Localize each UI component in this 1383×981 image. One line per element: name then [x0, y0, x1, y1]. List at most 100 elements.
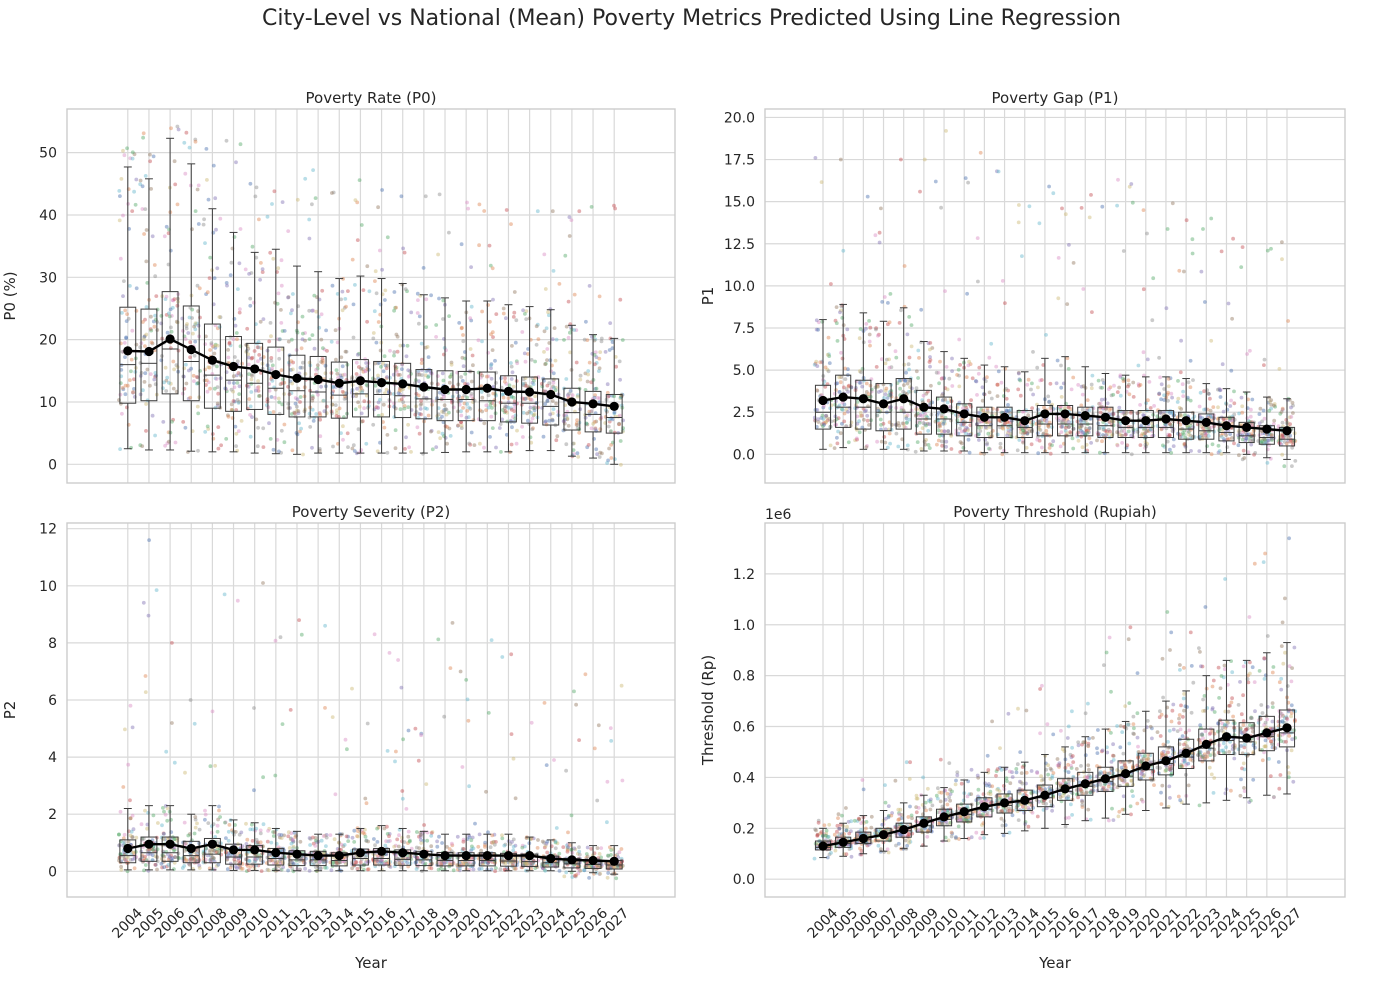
city-point: [940, 398, 945, 403]
box-iqr: [1178, 411, 1195, 440]
city-point: [416, 758, 421, 763]
city-point: [1188, 433, 1193, 438]
city-point: [597, 400, 602, 404]
city-point: [339, 842, 344, 847]
city-point: [829, 282, 833, 286]
city-point: [566, 299, 571, 304]
national-mean-point: [838, 392, 848, 402]
city-point: [153, 433, 158, 438]
city-point: [1269, 246, 1273, 251]
city-point: [355, 866, 360, 871]
city-point: [303, 176, 308, 181]
city-point: [486, 350, 490, 355]
city-point: [816, 417, 820, 421]
city-point: [161, 386, 165, 391]
city-point: [950, 356, 954, 361]
city-point: [1037, 438, 1042, 443]
city-point: [213, 342, 218, 347]
city-point: [188, 856, 193, 861]
city-point: [1085, 448, 1090, 453]
city-point: [947, 376, 952, 381]
city-point: [906, 390, 911, 394]
box-2007: [875, 320, 892, 450]
city-point: [1100, 378, 1105, 382]
city-point: [250, 827, 255, 832]
city-point: [344, 834, 349, 839]
city-point: [353, 407, 358, 412]
city-point: [1115, 203, 1119, 208]
city-point: [1246, 450, 1251, 454]
city-point: [887, 393, 891, 397]
city-point: [129, 357, 134, 362]
city-point: [151, 853, 155, 858]
city-point: [246, 384, 251, 389]
city-point: [529, 410, 533, 415]
city-point: [599, 339, 604, 344]
city-point: [879, 439, 884, 444]
city-point: [509, 377, 514, 381]
city-point: [1064, 423, 1069, 428]
subplot-2: 0.02.55.07.510.012.515.017.520.0Poverty …: [699, 89, 1346, 484]
city-point: [272, 861, 276, 866]
city-point: [484, 374, 489, 379]
city-point: [983, 437, 988, 442]
city-point: [920, 398, 925, 403]
city-point: [268, 858, 273, 863]
city-point: [286, 868, 290, 873]
city-point: [270, 858, 275, 863]
city-point: [1139, 433, 1144, 438]
city-point: [301, 360, 305, 365]
city-point: [585, 445, 590, 450]
city-point: [384, 387, 389, 392]
city-point: [253, 194, 258, 199]
city-point: [277, 400, 282, 405]
city-point: [838, 431, 843, 436]
city-point: [609, 443, 613, 447]
city-point: [819, 422, 824, 427]
city-point: [521, 435, 525, 439]
city-point: [204, 846, 209, 851]
city-point: [1031, 350, 1035, 354]
city-point: [1101, 427, 1106, 432]
city-point: [544, 422, 549, 427]
city-point: [1062, 406, 1067, 411]
city-point: [597, 455, 602, 459]
city-point: [940, 420, 945, 425]
city-point: [1090, 310, 1094, 314]
city-point: [1170, 201, 1175, 206]
city-point: [164, 389, 169, 393]
city-point: [173, 440, 178, 445]
box-2005: [140, 178, 158, 451]
city-point: [335, 292, 340, 296]
city-point: [1021, 428, 1026, 433]
city-point: [173, 855, 178, 859]
city-point: [465, 402, 469, 406]
city-point: [211, 857, 216, 862]
city-point: [598, 427, 603, 432]
city-point: [1008, 420, 1013, 425]
city-point: [563, 253, 568, 258]
city-point: [165, 818, 170, 823]
city-point: [193, 209, 198, 214]
city-point: [164, 378, 169, 383]
city-point: [294, 404, 299, 409]
city-point: [966, 363, 971, 368]
city-point: [385, 824, 389, 829]
city-point: [577, 430, 582, 435]
city-point: [1162, 387, 1167, 391]
city-point: [1261, 408, 1266, 413]
city-point: [303, 338, 307, 343]
city-point: [511, 384, 516, 389]
city-point: [610, 340, 615, 344]
city-point: [359, 223, 364, 227]
city-point: [1260, 439, 1264, 444]
city-point: [268, 858, 273, 863]
city-point: [375, 858, 379, 863]
city-point: [119, 177, 124, 181]
city-point: [1084, 429, 1089, 434]
city-point: [835, 435, 839, 440]
city-point: [271, 410, 276, 414]
box-iqr: [478, 371, 496, 422]
city-point: [1166, 398, 1170, 403]
city-point: [1280, 407, 1285, 412]
